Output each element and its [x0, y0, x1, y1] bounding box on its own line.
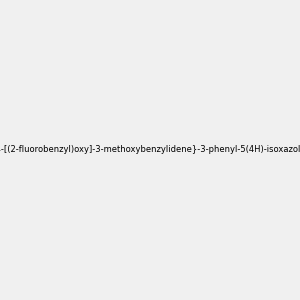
- Text: 4-{4-[(2-fluorobenzyl)oxy]-3-methoxybenzylidene}-3-phenyl-5(4H)-isoxazolone: 4-{4-[(2-fluorobenzyl)oxy]-3-methoxybenz…: [0, 146, 300, 154]
